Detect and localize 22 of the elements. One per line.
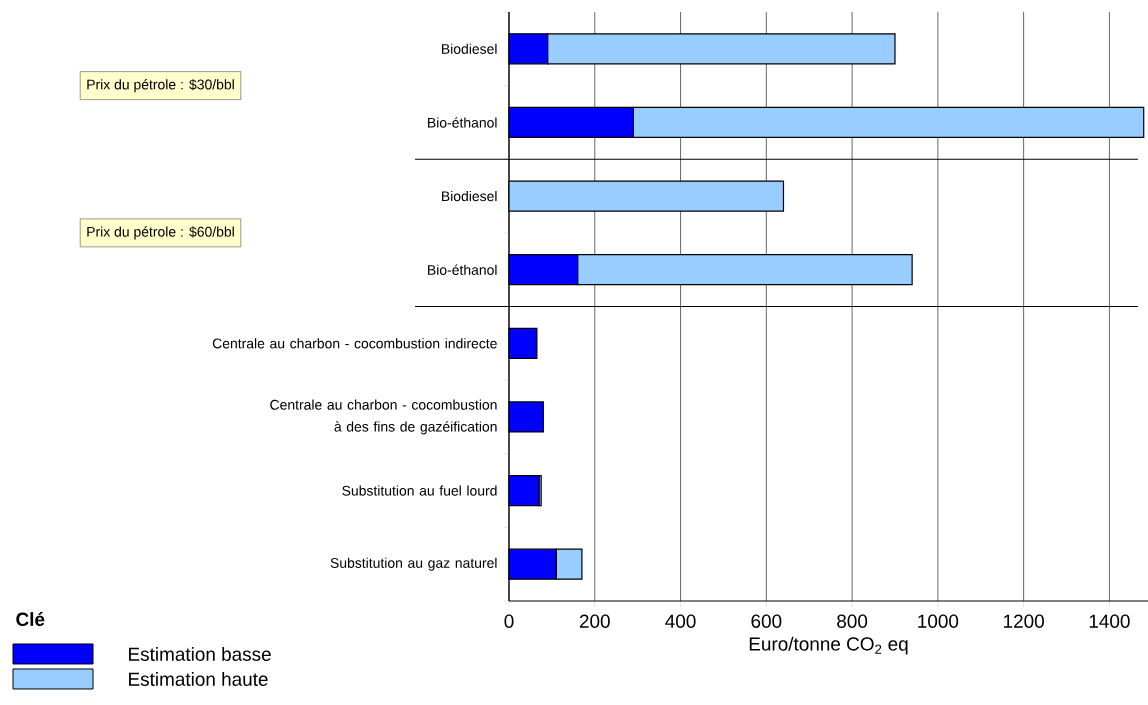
y-tick-label: Biodiesel <box>442 190 497 202</box>
x-tick-label: 1400 <box>1089 614 1130 628</box>
x-tick-label: 200 <box>579 614 610 628</box>
x-tick-label: 1000 <box>918 614 959 628</box>
y-tick-label: Substitution au fuel lourd <box>342 485 497 496</box>
text: Prix du pétrole : $60/bbl <box>87 226 234 240</box>
y-tick-label: Bio-éthanol <box>428 264 497 275</box>
text: Prix du pétrole : $30/bbl <box>87 79 234 93</box>
y-tick-label: Centrale au charbon - cocombustion indirecte <box>212 338 497 349</box>
x-tick-label: 1200 <box>1004 614 1044 628</box>
x-tick-label: 600 <box>751 614 782 628</box>
x-tick-label: 0 <box>504 614 514 628</box>
legend-label: Estimation haute <box>129 672 268 686</box>
x-tick-label: 800 <box>837 614 868 628</box>
y-tick-label: Centrale au charbon - cocombustion à des fins de gazéification <box>270 399 497 435</box>
x-tick-label: 400 <box>665 614 696 628</box>
y-tick-label: Biodiesel <box>442 43 497 54</box>
y-tick-label: Bio-éthanol <box>428 117 497 128</box>
legend-label: Estimation basse <box>129 647 271 661</box>
y-tick-label: Substitution au gaz naturel <box>330 557 497 571</box>
legend-title: Clé <box>16 611 45 627</box>
x-axis-title: Euro/tonne CO$_{2}$ eq <box>749 636 908 655</box>
